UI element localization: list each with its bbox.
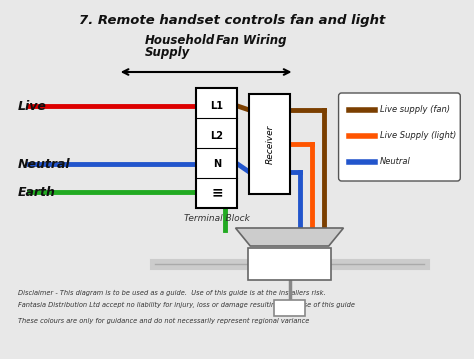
Text: Earth: Earth — [18, 186, 55, 199]
Text: Live Supply (light): Live Supply (light) — [380, 131, 456, 140]
Text: Receiver: Receiver — [265, 124, 274, 164]
Bar — [196, 88, 237, 208]
Text: Household: Household — [145, 34, 216, 47]
Bar — [248, 248, 331, 280]
Polygon shape — [236, 228, 344, 246]
Text: Terminal Block: Terminal Block — [184, 214, 250, 223]
Text: Disclaimer - This diagram is to be used as a guide.  Use of this guide is at the: Disclaimer - This diagram is to be used … — [18, 290, 325, 296]
Bar — [249, 94, 291, 194]
Text: Neutral: Neutral — [18, 158, 70, 171]
Text: Fantasia Distribution Ltd accept no liability for injury, loss or damage resulti: Fantasia Distribution Ltd accept no liab… — [18, 302, 355, 308]
Text: Live supply (fan): Live supply (fan) — [380, 106, 450, 115]
FancyBboxPatch shape — [338, 93, 460, 181]
Text: Fan Wiring: Fan Wiring — [216, 34, 286, 47]
Bar — [274, 300, 305, 316]
Text: N: N — [213, 159, 221, 169]
Text: Neutral: Neutral — [380, 158, 410, 167]
Text: ≡: ≡ — [211, 185, 223, 199]
Text: Supply: Supply — [145, 46, 191, 59]
Text: 7. Remote handset controls fan and light: 7. Remote handset controls fan and light — [80, 14, 386, 27]
Text: Live: Live — [18, 99, 46, 112]
Text: L1: L1 — [210, 101, 223, 111]
Text: These colours are only for guidance and do not necessarily represent regional va: These colours are only for guidance and … — [18, 318, 309, 324]
Text: L2: L2 — [210, 131, 223, 141]
